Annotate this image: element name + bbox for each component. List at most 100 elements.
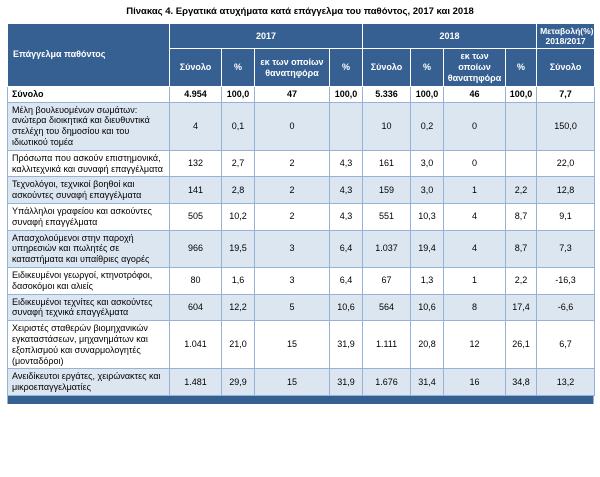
value-cell: 1 — [443, 176, 507, 204]
value-cell: 1.481 — [169, 368, 222, 396]
subheader-change-total: Σύνολο — [536, 48, 596, 87]
year-2018-header: 2018 — [362, 22, 538, 50]
value-cell: 0 — [443, 101, 507, 151]
value-cell: 0,2 — [410, 101, 445, 151]
header-sub-row: Σύνολο % εκ των οποίων θανατηφόρα % Σύνο… — [8, 48, 596, 87]
value-cell: 100,0 — [505, 85, 538, 103]
value-cell: 161 — [362, 149, 412, 178]
value-cell: 3 — [254, 266, 330, 295]
value-cell: 67 — [362, 266, 412, 295]
table-row: Τεχνολόγοι, τεχνικοί βοηθοί και ασκούντε… — [7, 176, 596, 204]
accidents-table: Επάγγελμα παθόντος 2017 2018 Μεταβολή(%)… — [7, 22, 596, 396]
value-cell: 10,6 — [328, 293, 364, 322]
value-cell: 16 — [443, 368, 507, 396]
value-cell: 2,2 — [505, 266, 538, 295]
value-cell: 7,7 — [536, 85, 596, 103]
next-row-cut-off — [7, 395, 594, 404]
occupation-cell: Χειριστές σταθερών βιομηχανικών εγκαταστ… — [7, 320, 170, 370]
value-cell: 159 — [362, 176, 412, 204]
value-cell: 31,9 — [328, 320, 364, 370]
value-cell: 1.037 — [362, 229, 412, 268]
value-cell: 2 — [254, 149, 330, 178]
value-cell: 10,6 — [410, 293, 445, 322]
value-cell — [505, 101, 538, 151]
value-cell: 0 — [254, 101, 330, 151]
value-cell: 4.954 — [169, 85, 222, 103]
value-cell: 4 — [443, 202, 507, 231]
subheader-pct-2017: % — [221, 48, 255, 87]
value-cell: 10,2 — [221, 202, 255, 231]
value-cell: 15 — [254, 320, 330, 370]
value-cell: 34,8 — [505, 368, 538, 396]
change-header: Μεταβολή(%) 2018/2017 — [536, 22, 596, 50]
value-cell: 19,5 — [221, 229, 255, 268]
value-cell: 132 — [169, 149, 222, 178]
value-cell: 8,7 — [505, 229, 538, 268]
value-cell — [505, 149, 538, 178]
value-cell: 5 — [254, 293, 330, 322]
table-row: Ειδικευμένοι τεχνίτες και ασκούντες συνα… — [7, 293, 596, 322]
occupation-cell: Ειδικευμένοι τεχνίτες και ασκούντες συνα… — [7, 293, 170, 322]
occupation-column-header: Επάγγελμα παθόντος — [7, 23, 170, 87]
occupation-cell: Ανειδίκευτοι εργάτες, χειρώνακτες και μι… — [7, 368, 170, 396]
header-group-row: Επάγγελμα παθόντος 2017 2018 Μεταβολή(%)… — [7, 22, 596, 87]
value-cell: -6,6 — [536, 293, 596, 322]
value-cell: 47 — [254, 85, 330, 103]
value-cell: 1,3 — [410, 266, 445, 295]
value-cell: 1.041 — [169, 320, 222, 370]
value-cell: 1.676 — [362, 368, 412, 396]
value-cell: 10 — [362, 101, 412, 151]
value-cell: 4,3 — [328, 176, 364, 204]
value-cell: 150,0 — [536, 101, 596, 151]
subheader-total-2018: Σύνολο — [362, 48, 412, 87]
value-cell: 4 — [443, 229, 507, 268]
value-cell: 505 — [169, 202, 222, 231]
value-cell: 100,0 — [328, 85, 364, 103]
occupation-cell: Τεχνολόγοι, τεχνικοί βοηθοί και ασκούντε… — [7, 176, 170, 204]
value-cell: 4,3 — [328, 149, 364, 178]
subheader-pct-2018: % — [410, 48, 445, 87]
value-cell: 5.336 — [362, 85, 412, 103]
value-cell: 551 — [362, 202, 412, 231]
value-cell: 7,3 — [536, 229, 596, 268]
value-cell: 31,9 — [328, 368, 364, 396]
table-row: Ανειδίκευτοι εργάτες, χειρώνακτες και μι… — [7, 368, 596, 396]
occupation-cell: Υπάλληλοι γραφείου και ασκούντες συναφή … — [7, 202, 170, 231]
value-cell: 17,4 — [505, 293, 538, 322]
value-cell: 12,8 — [536, 176, 596, 204]
value-cell: 2 — [254, 176, 330, 204]
value-cell: 564 — [362, 293, 412, 322]
value-cell: 80 — [169, 266, 222, 295]
value-cell: 46 — [443, 85, 507, 103]
subheader-fatal-pct-2017: % — [328, 48, 364, 87]
value-cell: 100,0 — [410, 85, 445, 103]
occupation-cell: Απασχολούμενοι στην παροχή υπηρεσιών και… — [7, 229, 170, 268]
value-cell: 3,0 — [410, 176, 445, 204]
page-title: Πίνακας 4. Εργατικά ατυχήματα κατά επάγγ… — [126, 6, 474, 17]
value-cell: 12,2 — [221, 293, 255, 322]
value-cell: 29,9 — [221, 368, 255, 396]
subheader-fatal-pct-2018: % — [505, 48, 538, 87]
value-cell: 3 — [254, 229, 330, 268]
value-cell: 1 — [443, 266, 507, 295]
occupation-cell: Πρόσωπα που ασκούν επιστημονικά, καλλιτε… — [7, 149, 170, 178]
value-cell: 6,7 — [536, 320, 596, 370]
value-cell: 20,8 — [410, 320, 445, 370]
occupation-cell: Μέλη βουλευομένων σωμάτων: ανώτερα διοικ… — [7, 101, 170, 151]
value-cell: 0,1 — [221, 101, 255, 151]
value-cell: 0 — [443, 149, 507, 178]
value-cell: 8 — [443, 293, 507, 322]
value-cell: 2,8 — [221, 176, 255, 204]
value-cell: 15 — [254, 368, 330, 396]
value-cell: 141 — [169, 176, 222, 204]
table-row: Πρόσωπα που ασκούν επιστημονικά, καλλιτε… — [7, 149, 596, 178]
value-cell: 21,0 — [221, 320, 255, 370]
value-cell: 4,3 — [328, 202, 364, 231]
occupation-cell: Ειδικευμένοι γεωργοί, κτηνοτρόφοι, δασοκ… — [7, 266, 170, 295]
year-2017-header: 2017 — [168, 22, 364, 50]
table-header: Επάγγελμα παθόντος 2017 2018 Μεταβολή(%)… — [7, 22, 596, 87]
value-cell: 2,2 — [505, 176, 538, 204]
table-body: Σύνολο 4.954 100,0 47 100,0 5.336 100,0 46 100,0… — [7, 85, 596, 396]
value-cell: 9,1 — [536, 202, 596, 231]
